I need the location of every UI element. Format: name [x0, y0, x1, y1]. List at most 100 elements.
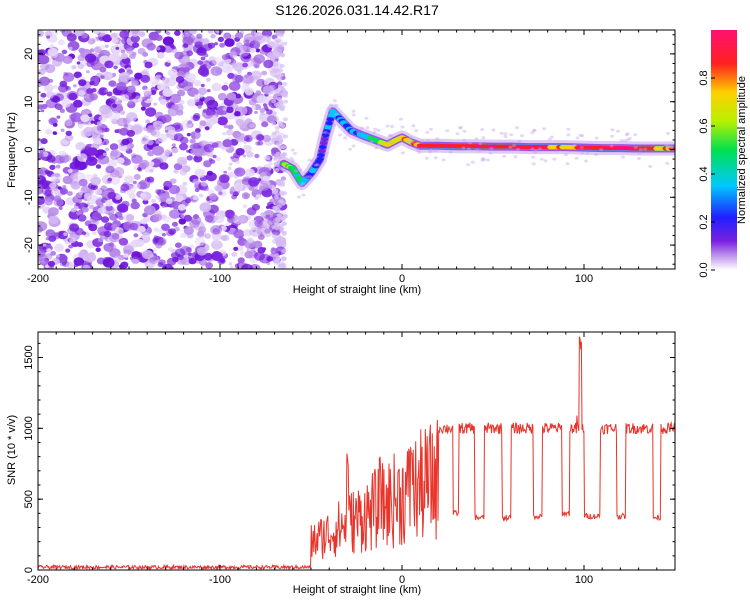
track-speck — [610, 134, 614, 138]
track-speck — [610, 128, 615, 132]
track-speck — [517, 139, 522, 143]
noise-blob — [167, 59, 172, 64]
x-tick-label: 0 — [399, 273, 405, 285]
noise-blob — [193, 112, 201, 119]
colorbar-gradient — [711, 30, 737, 270]
track-speck — [574, 156, 579, 160]
noise-blob — [131, 80, 139, 87]
track-speck — [480, 157, 485, 160]
track-speck — [633, 145, 638, 149]
noise-blob — [97, 237, 104, 243]
noise-blob — [212, 238, 219, 244]
noise-blob — [169, 230, 175, 235]
noise-blob — [62, 175, 73, 185]
track-speck — [420, 139, 425, 143]
noise-blob — [109, 143, 119, 151]
noise-blob — [242, 154, 247, 158]
track-speck — [369, 140, 374, 144]
noise-blob — [214, 185, 223, 192]
track-speck — [399, 117, 403, 121]
noise-blob — [126, 129, 135, 137]
noise-blob — [278, 145, 284, 150]
noise-blob — [282, 152, 288, 157]
track-speck — [565, 162, 570, 166]
noise-blob — [253, 63, 260, 69]
noise-blob — [152, 213, 163, 222]
noise-blob — [38, 97, 45, 103]
noise-blob — [270, 247, 279, 255]
noise-blob — [276, 39, 281, 44]
noise-blob — [58, 206, 63, 210]
noise-blob — [141, 96, 148, 102]
track-speck — [516, 147, 521, 151]
noise-blob — [92, 48, 98, 52]
track-speck — [351, 144, 356, 148]
track-speck — [513, 155, 518, 159]
noise-blob — [278, 68, 284, 73]
noise-blob — [116, 117, 128, 127]
noise-blob — [47, 47, 58, 57]
noise-blob — [206, 77, 211, 82]
noise-blob — [130, 201, 140, 210]
noise-blob — [153, 102, 157, 106]
noise-blob — [130, 239, 141, 248]
track-speck — [455, 132, 460, 136]
noise-blob — [264, 228, 271, 234]
noise-blob — [119, 235, 123, 239]
noise-blob — [169, 93, 182, 104]
noise-blob — [75, 202, 80, 207]
noise-blob — [280, 87, 286, 92]
noise-blob — [119, 30, 130, 39]
noise-blob — [203, 143, 214, 153]
noise-blob — [38, 104, 44, 110]
noise-blob — [131, 198, 137, 203]
noise-blob — [197, 87, 208, 95]
x-tick-label: 0 — [399, 574, 405, 586]
noise-blob — [273, 102, 279, 107]
noise-blob — [39, 147, 46, 153]
noise-blob — [181, 165, 191, 173]
noise-blob — [44, 169, 51, 175]
noise-blob — [144, 61, 153, 69]
noise-blob — [193, 80, 201, 87]
noise-blob — [102, 34, 112, 43]
noise-blob — [145, 107, 157, 117]
track-speck — [520, 134, 525, 138]
noise-blob — [133, 183, 141, 189]
noise-blob — [279, 107, 285, 112]
noise-blob — [49, 44, 55, 48]
noise-blob — [197, 60, 203, 65]
noise-blob — [201, 38, 210, 45]
noise-blob — [265, 156, 271, 161]
track-speck — [351, 109, 356, 113]
noise-blob — [69, 223, 80, 232]
noise-blob — [46, 35, 51, 39]
noise-blob — [40, 196, 45, 200]
noise-blob — [131, 51, 137, 56]
noise-blob — [277, 213, 282, 218]
noise-blob — [244, 250, 254, 259]
track-speck — [537, 147, 542, 151]
noise-blob — [68, 92, 78, 101]
noise-blob — [176, 156, 188, 166]
noise-blob — [45, 128, 52, 135]
noise-blob — [53, 195, 62, 202]
track-speck — [425, 130, 430, 134]
colorbar-ticks: 0.0 0.2 0.4 0.6 0.8 — [698, 70, 715, 278]
noise-blob — [167, 107, 179, 117]
noise-blob — [194, 41, 203, 49]
noise-blob — [95, 164, 102, 169]
track-speck — [534, 149, 539, 153]
noise-blob — [164, 129, 169, 133]
noise-blob — [186, 50, 194, 57]
noise-blob — [273, 222, 279, 227]
track-speck — [289, 157, 294, 160]
noise-blob — [42, 243, 47, 247]
noise-blob — [46, 248, 52, 253]
y-tick-label: 1000 — [23, 416, 35, 440]
noise-blob — [108, 110, 121, 121]
noise-blob — [96, 121, 103, 126]
noise-blob — [157, 262, 164, 268]
noise-blob — [179, 143, 188, 151]
noise-blob — [180, 232, 187, 239]
